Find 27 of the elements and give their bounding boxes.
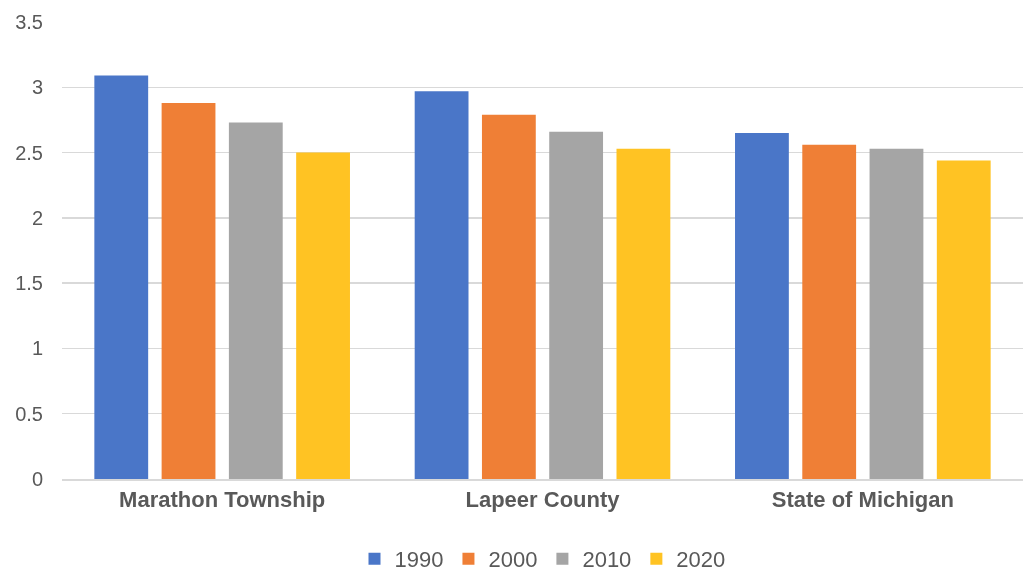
y-tick-label: 2: [31, 206, 43, 229]
y-tick-label: 3: [31, 76, 43, 99]
bar: [869, 148, 924, 479]
bar: [616, 148, 671, 479]
legend-label: 2000: [488, 547, 538, 573]
bar: [481, 114, 536, 479]
bar: [228, 122, 283, 479]
bar: [94, 75, 149, 479]
y-tick-label: 0: [31, 468, 43, 490]
legend-label: 1990: [394, 547, 444, 573]
bar: [735, 132, 789, 479]
y-tick-label: 2.5: [15, 141, 43, 164]
bar: [296, 152, 350, 479]
x-tick-label: State of Michigan: [771, 486, 954, 512]
bar: [802, 144, 857, 479]
y-tick-label: 1.5: [15, 272, 43, 295]
y-tick-label: 0.5: [15, 402, 43, 425]
x-tick-label: Lapeer County: [465, 486, 621, 512]
bar: [936, 160, 991, 479]
legend-label: 2020: [676, 547, 726, 573]
y-tick-label: 3.5: [15, 11, 43, 33]
legend-label: 2010: [582, 547, 632, 573]
x-tick-label: Marathon Township: [119, 486, 326, 512]
bar: [549, 131, 604, 479]
bar: [414, 91, 469, 479]
bar: [161, 102, 216, 479]
y-tick-label: 1: [31, 337, 43, 360]
